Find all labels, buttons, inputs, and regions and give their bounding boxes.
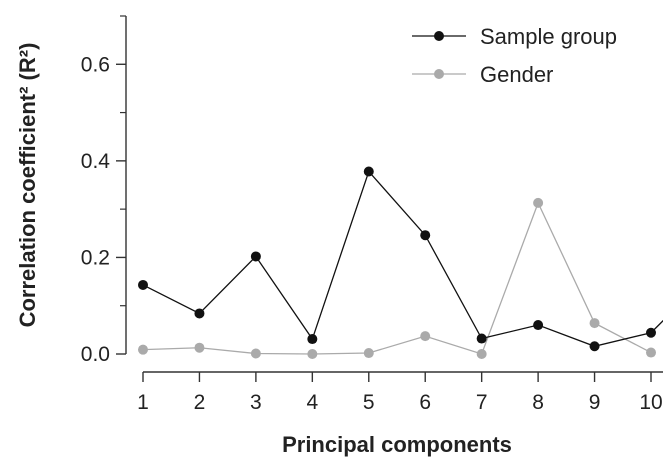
- data-point: [589, 341, 600, 352]
- data-point: [476, 349, 487, 359]
- y-tick-label: 0.6: [81, 53, 110, 76]
- data-point: [363, 166, 374, 177]
- x-tick-label: 2: [194, 391, 206, 414]
- chart-axes: 0.0 0.2 0.4 0.6 1 2 3 4 5 6 7 8 9 10: [81, 15, 663, 414]
- x-tick-label: 4: [306, 391, 318, 414]
- data-point: [194, 342, 205, 353]
- series-line: [142, 170, 663, 347]
- data-point: [307, 349, 318, 359]
- y-tick-label: 0.4: [81, 150, 111, 173]
- x-tick-label: 6: [419, 391, 431, 414]
- y-tick-label: 0.0: [81, 343, 110, 366]
- legend-marker: [434, 69, 444, 79]
- data-point: [194, 308, 205, 319]
- data-point: [420, 331, 431, 342]
- x-tick-label: 5: [363, 391, 375, 414]
- x-tick-label: 10: [639, 391, 662, 414]
- data-point: [646, 347, 656, 358]
- legend-marker: [434, 31, 444, 41]
- x-axis-title: Principal components: [282, 432, 512, 457]
- x-tick-label: 8: [532, 391, 544, 414]
- data-point: [138, 344, 148, 355]
- y-tick-label: 0.2: [81, 246, 110, 269]
- data-point: [138, 279, 148, 290]
- data-point: [646, 327, 656, 338]
- series-points: [138, 166, 656, 359]
- data-point: [533, 197, 544, 208]
- x-tick-label: 1: [137, 391, 149, 414]
- data-point: [589, 318, 600, 329]
- legend-label: Gender: [480, 62, 553, 87]
- data-point: [307, 334, 318, 345]
- legend: Sample group Gender: [412, 24, 617, 87]
- x-tick-label: 7: [476, 391, 488, 414]
- data-point: [363, 348, 374, 359]
- data-point: [250, 348, 261, 359]
- data-point: [533, 320, 544, 331]
- data-point: [476, 333, 487, 344]
- series-lines: [142, 170, 663, 355]
- legend-label: Sample group: [480, 24, 617, 49]
- x-tick-label: 9: [589, 391, 601, 414]
- y-axis-title: Correlation coefficient² (R²): [15, 43, 40, 328]
- series-line: [142, 201, 652, 355]
- x-tick-label: 3: [250, 391, 262, 414]
- data-point: [250, 251, 261, 262]
- data-point: [420, 230, 431, 241]
